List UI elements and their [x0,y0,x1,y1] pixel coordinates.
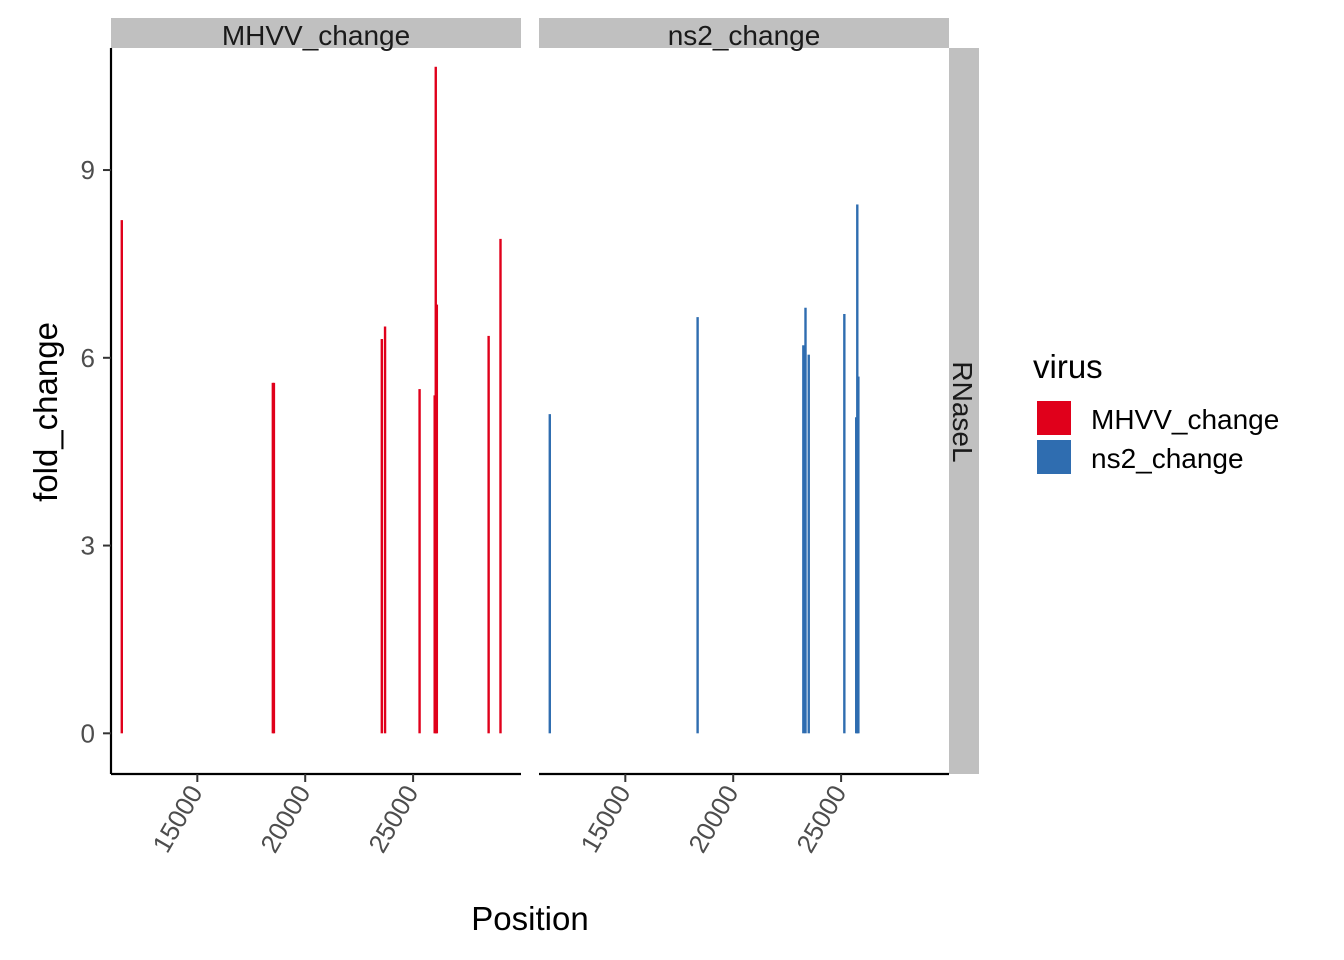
legend: virus MHVV_change ns2_change [1033,348,1279,474]
bar-MHVV_change-8 [435,304,439,734]
y-axis-title: fold_change [27,322,64,502]
bar-MHVV_change-3 [380,339,384,734]
x-tick-label-0-1: 20000 [254,780,316,858]
facet-strip-1-label: MHVV_change [222,20,410,51]
bar-ns2_change-4 [807,354,810,734]
x-tick-label-0-2: 25000 [362,780,424,858]
bar-MHVV_change-2 [272,382,276,734]
bar-MHVV_change-9 [487,335,490,734]
facet-strip-1 [111,18,521,48]
legend-key-mhvv-change [1037,401,1071,435]
legend-title: virus [1033,348,1103,385]
panel-ns2-change: 15000 20000 25000 [539,204,949,858]
x-tick-label-0-0: 15000 [146,780,208,858]
x-tick-label-1-0: 15000 [574,780,636,858]
legend-label-ns2-change: ns2_change [1091,443,1244,474]
facet-strip-2 [539,18,949,48]
bar-ns2_change-8 [857,376,860,734]
bar-ns2_change-1 [696,317,699,734]
y-axis: 0 3 6 9 [81,48,113,774]
y-tick-label-3: 9 [81,155,95,185]
bar-MHVV_change-10 [499,238,502,734]
x-axis-title: Position [471,900,588,937]
legend-label-mhvv-change: MHVV_change [1091,404,1279,435]
row-facet-strip [949,48,979,774]
bar-ns2_change-5 [843,313,846,734]
bar-MHVV_change-0 [120,220,123,734]
bar-ns2_change-3 [804,307,807,734]
bar-ns2_change-0 [548,414,551,734]
row-facet-strip-label: RNaseL [947,361,978,462]
bar-MHVV_change-4 [383,326,387,734]
facet-strip-2-label: ns2_change [668,20,821,51]
y-tick-label-2: 6 [81,343,95,373]
legend-key-ns2-change [1037,440,1071,474]
x-tick-label-1-1: 20000 [682,780,744,858]
x-tick-label-1-2: 25000 [790,780,852,858]
panel-mhvv-change: 15000 20000 25000 [111,66,521,858]
bar-ns2_change-2 [802,345,805,734]
y-tick-label-1: 3 [81,531,95,561]
y-tick-label-0: 0 [81,718,95,748]
bar-MHVV_change-5 [418,389,421,734]
